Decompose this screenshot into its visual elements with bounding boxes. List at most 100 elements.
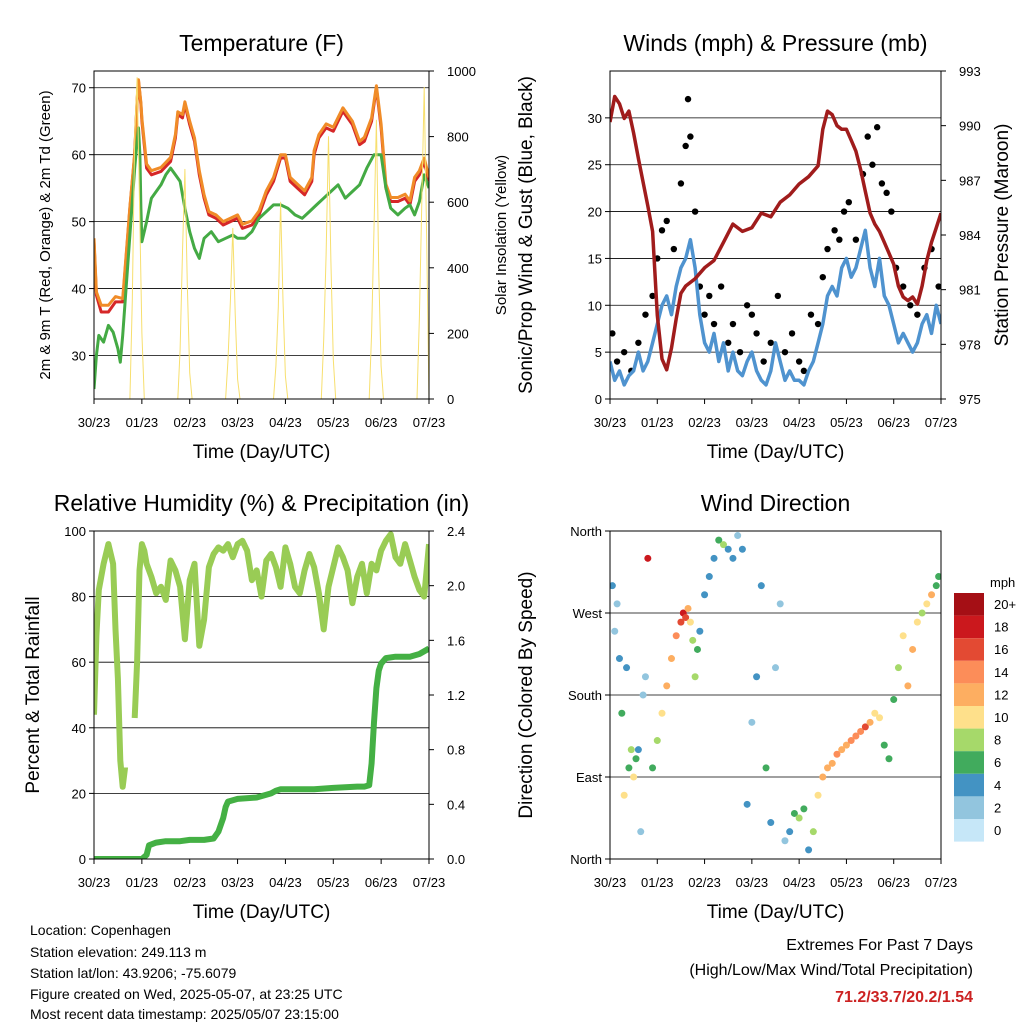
wind-direction-point [772,664,779,672]
winds-gust-point [800,367,808,375]
wind-direction-point [632,755,640,763]
winds-gust-point [725,339,732,346]
humidity-y2tick-label: 2.4 [447,524,465,539]
winds-gust-point [899,283,907,290]
temperature-9m-t-series [94,78,429,307]
winds-gust-point [710,320,718,328]
winds-xtick-label: 01/23 [641,415,674,430]
wind-direction-point [719,541,727,549]
wind-direction-point [623,664,631,672]
humidity-ytick-label: 40 [72,721,86,736]
winds-gust-point [888,208,895,215]
winds-gust-point [610,330,616,337]
winds-y2tick-label: 990 [959,119,981,134]
wind-direction-point [762,764,770,772]
wind-direction-point [653,737,661,745]
wind_direction-xtick-label: 07/23 [925,875,958,890]
humidity-ylabel: Percent & Total Rainfall [23,596,44,793]
wind-direction-point [866,718,874,726]
wind-direction-point [696,627,704,635]
wind-direction-point [838,746,846,754]
winds-ytick-label: 30 [588,111,602,126]
wind-direction-point [809,828,817,836]
speed-legend-swatch [954,773,984,797]
winds-pressure-series [610,94,941,372]
panel-humidity: Relative Humidity (%) & Precipitation (i… [23,490,469,923]
wind_direction-plot-area [610,532,941,854]
wind_direction-xtick-label: 02/23 [688,875,721,890]
wind-direction-point [753,673,761,681]
wind-direction-point [904,682,912,690]
winds-ylabel: Sonic/Prop Wind & Gust (Blue, Black) [516,76,537,394]
speed-legend-label: 0 [994,823,1001,838]
temperature-xtick-label: 06/23 [365,415,398,430]
wind-direction-point [677,618,685,626]
winds-y2tick-label: 984 [959,228,981,243]
wind-direction-point [935,573,941,581]
speed-legend-label: 8 [994,733,1001,748]
wind-direction-point [684,604,692,612]
winds-gust-point [684,95,692,103]
wind-direction-point [715,536,723,544]
winds-y2tick-label: 981 [959,283,981,298]
wind_direction-ytick-label: South [568,688,602,703]
temperature-y2tick-label: 400 [447,261,469,276]
speed-legend-label: 20+ [994,597,1016,612]
wind-direction-point [918,609,926,617]
humidity-y2tick-label: 0.4 [447,797,465,812]
temperature-ytick-label: 30 [72,348,86,363]
winds-gust-point [682,142,689,150]
winds-gust-point [649,292,656,300]
winds-gust-point [883,189,890,197]
speed-legend-label: 14 [994,665,1008,680]
winds-plot-area [610,94,941,387]
winds-gust-point [743,302,751,309]
wind-direction-point [847,737,855,745]
wind-direction-point [885,755,893,763]
wind-direction-point [686,618,694,626]
winds-xtick-label: 06/23 [877,415,910,430]
speed-legend-label: 10 [994,710,1008,725]
wind-direction-point [913,618,921,626]
speed-legend-swatch [954,593,984,616]
wind-direction-point [663,682,671,690]
winds-gust-point [878,180,886,187]
speed-legend-swatch [954,615,984,639]
humidity-y2tick-label: 0.0 [447,852,465,867]
temperature-solar-series [129,77,429,399]
humidity-xtick-label: 05/23 [317,875,350,890]
wind-direction-point [790,809,798,817]
winds-gust-point [840,208,848,215]
temperature-xtick-label: 04/23 [269,415,302,430]
winds-frame [609,70,942,400]
winds-gust-point [814,320,822,328]
wind-direction-point [861,723,869,731]
speed-legend-swatch [954,683,984,706]
temperature-xtick-label: 07/23 [413,415,446,430]
winds-gust-point [753,330,760,337]
winds-gust-point [852,236,860,243]
speed-legend-swatch [954,819,984,842]
winds-gust-point [788,330,796,337]
wind-direction-point [667,655,675,663]
wind-direction-point [738,545,746,553]
winds-y2tick-label: 975 [959,392,981,407]
wind-direction-point [743,800,751,808]
wind-direction-point [724,545,732,553]
humidity-xtick-label: 01/23 [126,875,159,890]
temperature-xtick-label: 02/23 [173,415,206,430]
temperature-y2tick-label: 800 [447,130,469,145]
winds-ytick-label: 20 [588,205,602,220]
wind-direction-point [639,691,647,699]
winds-y2tick-label: 993 [959,64,981,79]
humidity-ytick-label: 100 [64,524,86,539]
winds-gust-point [795,358,803,365]
wind-direction-point [649,764,657,772]
recent-timestamp: Most recent data timestamp: 2025/05/07 2… [30,1006,339,1022]
wind-direction-point [729,554,737,562]
winds-gust-point [767,339,774,346]
wind-direction-point [932,582,940,590]
speed-legend-swatch [954,660,984,684]
winds-ytick-label: 25 [588,158,602,173]
wind_direction-frame [609,530,942,860]
